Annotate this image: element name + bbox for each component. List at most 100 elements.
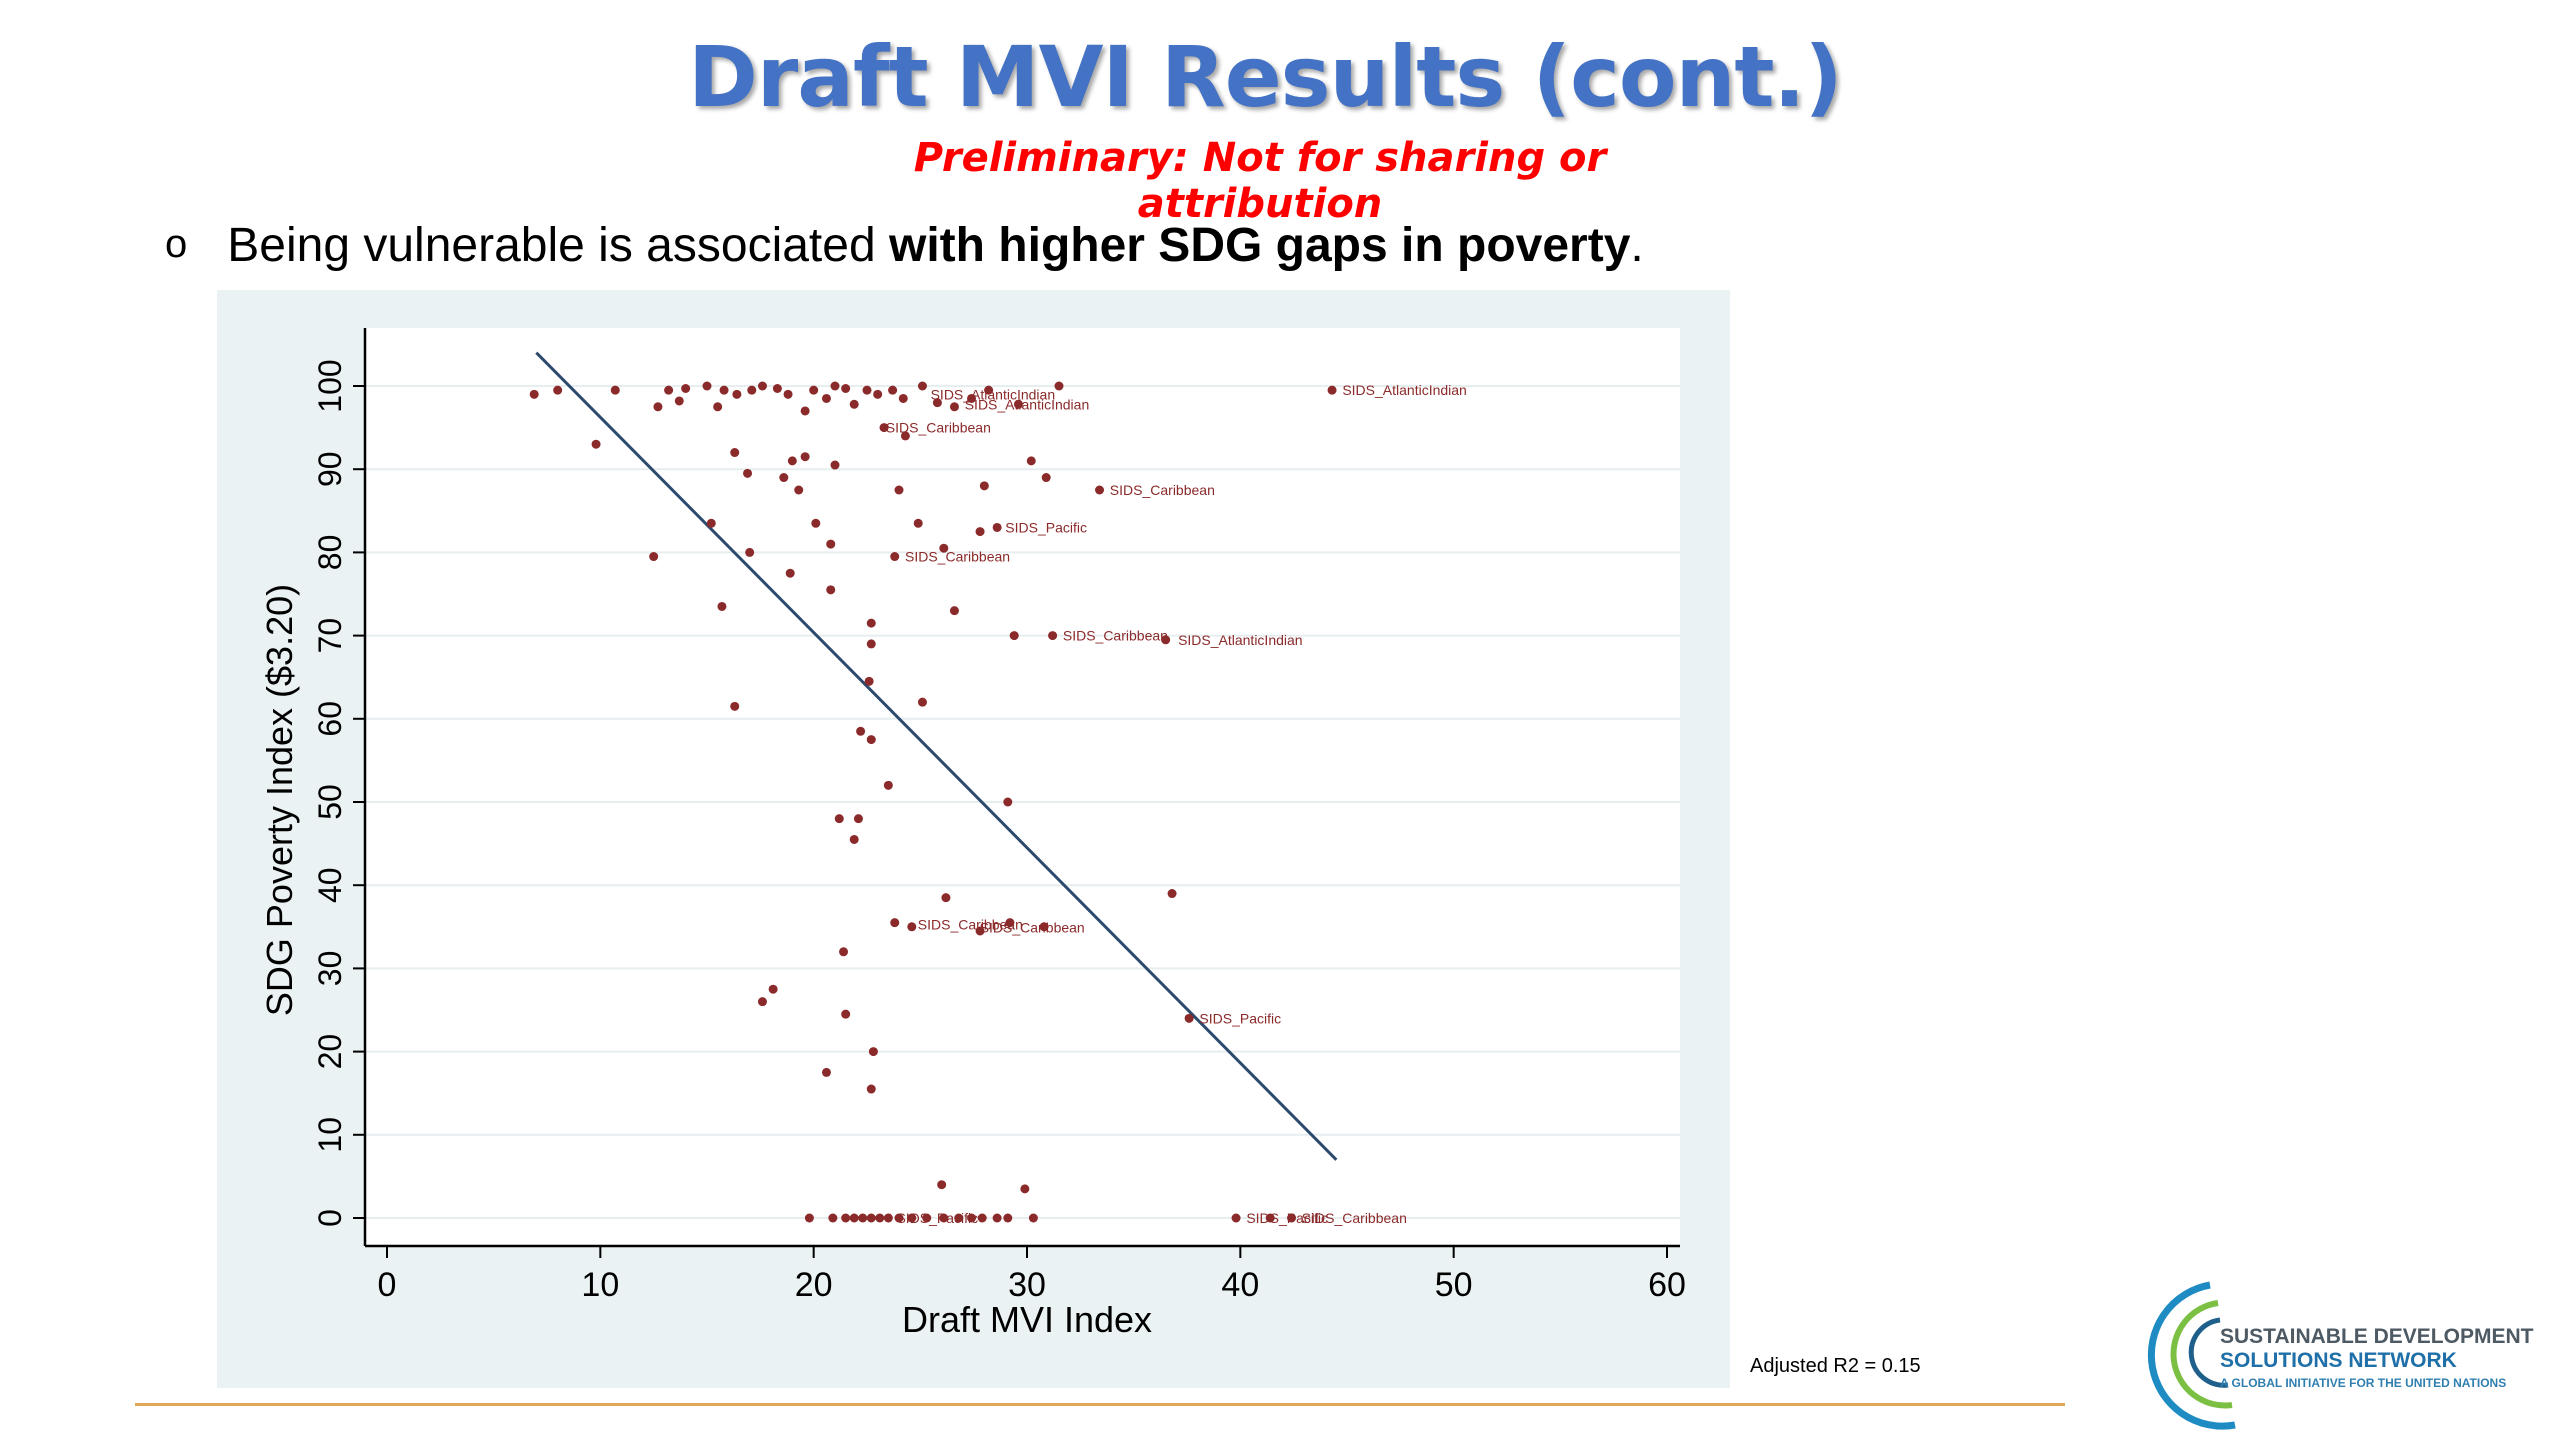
data-point <box>949 606 959 616</box>
data-point <box>975 926 985 936</box>
data-point <box>706 518 716 528</box>
scatter-chart-panel: 0 10 20 30 40 50 60 70 80 90 100 0 10 20 30 40 50 60 SIDS… <box>217 290 1730 1388</box>
plot-area <box>365 328 1680 1246</box>
bullet-text-end: . <box>1630 219 1644 272</box>
x-tick-label: 40 <box>1221 1266 1259 1304</box>
data-point <box>745 547 755 557</box>
data-point <box>841 383 851 393</box>
slide-subtitle: Preliminary: Not for sharing or attribut… <box>913 135 1607 227</box>
data-point <box>1039 922 1049 932</box>
point-label: SIDS_Caribbean <box>918 916 1023 932</box>
data-point <box>674 396 684 406</box>
x-axis-title: Draft MVI Index <box>902 1299 1152 1340</box>
data-point <box>907 922 917 932</box>
point-label: SIDS_Pacific <box>1246 1210 1328 1226</box>
data-point <box>1041 473 1051 483</box>
data-point <box>977 1213 987 1223</box>
data-point <box>1003 1213 1013 1223</box>
y-tick-label: 80 <box>312 535 348 571</box>
data-point <box>979 481 989 491</box>
data-point <box>591 439 601 449</box>
logo-line-3: A GLOBAL INITIATIVE FOR THE UNITED NATIO… <box>2220 1376 2507 1390</box>
point-label: SIDS_AtlanticIndian <box>1342 382 1467 398</box>
data-point <box>1005 918 1015 928</box>
data-point <box>868 1047 878 1057</box>
x-tick-label: 60 <box>1648 1266 1686 1304</box>
data-point <box>730 701 740 711</box>
data-point <box>785 568 795 578</box>
data-point <box>1327 385 1337 395</box>
point-annotations: SIDS_AtlanticIndian SIDS_AtlanticIndian SI… <box>886 382 1467 1226</box>
y-tick-label: 30 <box>312 951 348 987</box>
data-point <box>1265 1213 1275 1223</box>
data-point <box>743 468 753 478</box>
data-points <box>529 381 1337 1223</box>
data-point <box>702 381 712 391</box>
point-label: SIDS_Caribbean <box>1302 1210 1407 1226</box>
data-point <box>883 1213 893 1223</box>
point-label: SIDS_Caribbean <box>886 420 991 436</box>
point-label: SIDS_Pacific <box>896 1210 978 1226</box>
data-point <box>866 735 876 745</box>
data-point <box>1231 1213 1241 1223</box>
data-point <box>787 456 797 466</box>
data-point <box>811 518 821 528</box>
data-point <box>783 389 793 399</box>
x-tick-label: 50 <box>1435 1266 1473 1304</box>
adjusted-r2-note: Adjusted R2 = 0.15 <box>1750 1355 1921 1377</box>
point-label: SIDS_Caribbean <box>980 920 1085 936</box>
data-point <box>768 984 778 994</box>
data-point <box>821 393 831 403</box>
grid-lines <box>365 385 1680 1219</box>
data-point <box>828 1213 838 1223</box>
data-point <box>900 431 910 441</box>
point-label: SIDS_AtlanticIndian <box>965 396 1090 412</box>
data-point <box>713 402 723 412</box>
data-point <box>779 473 789 483</box>
data-point <box>1013 399 1023 409</box>
data-point <box>839 947 849 957</box>
data-point <box>856 726 866 736</box>
data-point <box>879 423 889 433</box>
data-point <box>890 552 900 562</box>
data-point <box>849 399 859 409</box>
data-point <box>800 452 810 462</box>
data-point <box>890 918 900 928</box>
data-point <box>649 552 659 562</box>
data-point <box>830 381 840 391</box>
data-point <box>681 383 691 393</box>
point-label: SIDS_Caribbean <box>905 549 1010 565</box>
x-tick-label: 10 <box>581 1266 619 1304</box>
bullet-point: o Being vulnerable is associated with hig… <box>165 218 1644 273</box>
data-point <box>907 1213 917 1223</box>
data-point <box>772 383 782 393</box>
data-point <box>922 1213 932 1223</box>
data-point <box>917 381 927 391</box>
data-point <box>719 385 729 395</box>
data-point <box>866 1213 876 1223</box>
data-point <box>967 393 977 403</box>
data-point <box>826 585 836 595</box>
fit-line <box>535 351 1338 1161</box>
data-point <box>610 385 620 395</box>
data-point <box>830 460 840 470</box>
y-tick-label: 60 <box>312 701 348 737</box>
y-tick-label: 40 <box>312 867 348 903</box>
data-point <box>747 385 757 395</box>
bullet-text-bold: with higher SDG gaps in poverty <box>888 219 1631 272</box>
data-point <box>866 1084 876 1094</box>
data-point <box>853 814 863 824</box>
y-tick-label: 70 <box>312 618 348 654</box>
data-point <box>883 780 893 790</box>
data-point <box>800 406 810 416</box>
x-tick-label: 0 <box>378 1266 397 1304</box>
data-point <box>1287 1213 1297 1223</box>
data-point <box>1020 1184 1030 1194</box>
y-tick-label: 20 <box>312 1034 348 1070</box>
data-point <box>1167 889 1177 899</box>
data-point <box>1009 631 1019 641</box>
data-point <box>1003 797 1013 807</box>
data-point <box>821 1067 831 1077</box>
data-point <box>858 1213 868 1223</box>
data-point <box>866 639 876 649</box>
